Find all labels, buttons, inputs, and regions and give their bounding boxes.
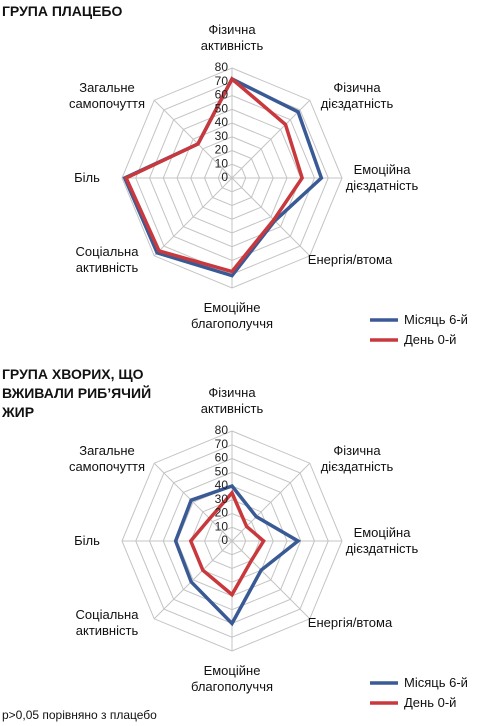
chart-title: ГРУПА ХВОРИХ, ЩО ВЖИВАЛИ РИБ’ЯЧИЙ ЖИР <box>2 366 152 420</box>
r-tick-label: 70 <box>215 437 229 451</box>
footnote: p>0,05 порівняно з плацебо <box>2 708 157 722</box>
legend-label: День 0-й <box>404 332 457 347</box>
legend-label: Місяць 6-й <box>404 312 468 327</box>
legend-label: День 0-й <box>404 695 457 710</box>
axis-label: Енергія/втома <box>307 252 393 267</box>
spoke <box>153 540 233 620</box>
r-tick-label: 20 <box>215 506 229 520</box>
axis-label: Біль <box>74 533 100 548</box>
r-tick-label: 0 <box>221 170 228 184</box>
axis-label: Фізична активність <box>200 385 264 416</box>
axis-label: Загальне самопочуття <box>68 80 146 111</box>
spoke <box>153 99 233 179</box>
axis-label: Енергія/втома <box>307 615 393 630</box>
axis-label: Фізична активність <box>200 22 264 53</box>
r-tick-label: 60 <box>215 88 229 102</box>
r-tick-label: 0 <box>221 533 228 547</box>
axis-label: Фізична дієздатність <box>320 443 394 474</box>
axis-label: Емоційна дієздатність <box>345 162 419 193</box>
axis-label: Соціальна активність <box>75 607 139 638</box>
spoke <box>153 462 233 542</box>
axis-label: Фізична дієздатність <box>320 80 394 111</box>
r-tick-label: 10 <box>215 519 229 533</box>
r-tick-label: 40 <box>215 115 229 129</box>
series-line <box>123 76 305 274</box>
r-tick-label: 60 <box>215 451 229 465</box>
legend-label: Місяць 6-й <box>404 675 468 690</box>
r-tick-label: 80 <box>215 423 229 437</box>
spoke <box>231 177 311 257</box>
r-tick-label: 50 <box>215 464 229 478</box>
r-tick-label: 40 <box>215 478 229 492</box>
chart-panel: 0 10 20 30 40 50 60 70 80 ГРУПА ХВОРИХ, ЩО ВЖИВАЛ… <box>0 363 478 726</box>
axis-label: Біль <box>74 170 100 185</box>
r-tick-label: 50 <box>215 101 229 115</box>
series-line <box>173 483 302 627</box>
axis-label: Соціальна активність <box>75 244 139 275</box>
r-tick-label: 80 <box>215 60 229 74</box>
chart-title: ГРУПА ПЛАЦЕБО <box>2 3 123 19</box>
series-line <box>188 489 266 598</box>
axis-label: Загальне самопочуття <box>68 443 146 474</box>
axis-label: Емоційна дієздатність <box>345 525 419 556</box>
r-tick-label: 30 <box>215 492 229 506</box>
r-tick-label: 10 <box>215 156 229 170</box>
r-tick-label: 20 <box>215 143 229 157</box>
spoke <box>231 540 311 620</box>
r-tick-label: 30 <box>215 129 229 143</box>
axis-label: Емоційне благополуччя <box>190 663 274 694</box>
spoke <box>231 462 311 542</box>
r-tick-label: 70 <box>215 74 229 88</box>
chart-panel: 0 10 20 30 40 50 60 70 80 ГРУПА ПЛАЦЕБО Фізична ак… <box>2 3 468 347</box>
spoke <box>153 177 233 257</box>
axis-label: Емоційне благополуччя <box>190 300 274 331</box>
